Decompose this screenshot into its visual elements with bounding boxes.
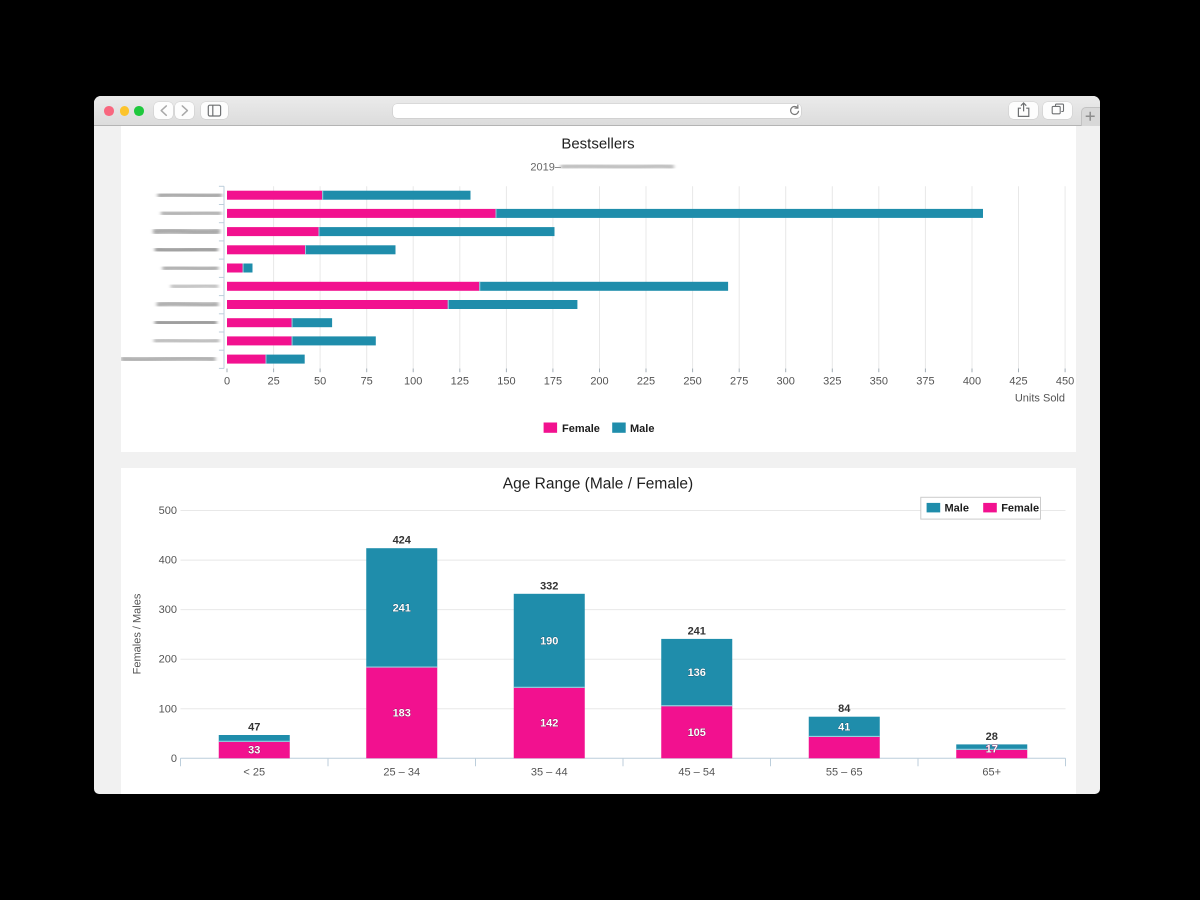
svg-text:200: 200 bbox=[590, 375, 608, 387]
svg-text:41: 41 bbox=[838, 721, 850, 733]
svg-text:55 – 65: 55 – 65 bbox=[825, 767, 862, 779]
svg-text:150: 150 bbox=[497, 375, 515, 387]
svg-text:100: 100 bbox=[158, 703, 176, 715]
svg-text:424: 424 bbox=[392, 535, 411, 547]
svg-text:84: 84 bbox=[838, 703, 851, 715]
svg-text:500: 500 bbox=[158, 505, 176, 517]
svg-text:47: 47 bbox=[248, 722, 260, 734]
svg-text:241: 241 bbox=[392, 602, 410, 614]
svg-text:300: 300 bbox=[158, 604, 176, 616]
svg-text:200: 200 bbox=[158, 654, 176, 666]
svg-text:300: 300 bbox=[776, 375, 794, 387]
svg-text:325: 325 bbox=[823, 375, 841, 387]
svg-text:Age Range (Male / Female): Age Range (Male / Female) bbox=[502, 476, 692, 493]
svg-text:28: 28 bbox=[985, 731, 997, 743]
svg-text:241: 241 bbox=[687, 625, 705, 637]
svg-text:Male: Male bbox=[630, 422, 654, 434]
svg-text:350: 350 bbox=[869, 375, 887, 387]
svg-text:< 25: < 25 bbox=[243, 767, 265, 779]
svg-text:0: 0 bbox=[223, 375, 229, 387]
svg-text:400: 400 bbox=[962, 375, 980, 387]
svg-text:Female: Female bbox=[562, 422, 600, 434]
svg-text:190: 190 bbox=[540, 635, 558, 647]
svg-text:425: 425 bbox=[1009, 375, 1027, 387]
svg-text:45 – 54: 45 – 54 bbox=[678, 767, 715, 779]
svg-text:Male: Male bbox=[944, 502, 968, 514]
svg-text:25: 25 bbox=[267, 375, 279, 387]
svg-text:450: 450 bbox=[1055, 375, 1073, 387]
svg-text:275: 275 bbox=[730, 375, 748, 387]
svg-text:100: 100 bbox=[404, 375, 422, 387]
svg-text:183: 183 bbox=[392, 708, 410, 720]
svg-text:375: 375 bbox=[916, 375, 934, 387]
svg-text:33: 33 bbox=[248, 745, 260, 757]
svg-text:105: 105 bbox=[687, 727, 705, 739]
svg-text:75: 75 bbox=[360, 375, 372, 387]
svg-text:136: 136 bbox=[687, 667, 705, 679]
svg-text:Units Sold: Units Sold bbox=[1014, 392, 1064, 404]
svg-text:25 – 34: 25 – 34 bbox=[383, 767, 420, 779]
svg-text:50: 50 bbox=[313, 375, 325, 387]
svg-text:142: 142 bbox=[540, 718, 558, 730]
svg-text:250: 250 bbox=[683, 375, 701, 387]
svg-text:225: 225 bbox=[636, 375, 654, 387]
svg-text:0: 0 bbox=[170, 753, 176, 765]
svg-text:332: 332 bbox=[540, 580, 558, 592]
svg-text:35 – 44: 35 – 44 bbox=[530, 767, 567, 779]
svg-text:Females / Males: Females / Males bbox=[131, 593, 143, 674]
svg-text:2019–: 2019– bbox=[530, 161, 561, 173]
svg-text:400: 400 bbox=[158, 555, 176, 567]
svg-text:125: 125 bbox=[450, 375, 468, 387]
svg-text:17: 17 bbox=[985, 744, 997, 756]
svg-text:65+: 65+ bbox=[982, 767, 1001, 779]
svg-text:Female: Female bbox=[1001, 502, 1039, 514]
svg-text:Bestsellers: Bestsellers bbox=[561, 135, 634, 152]
svg-text:175: 175 bbox=[543, 375, 561, 387]
